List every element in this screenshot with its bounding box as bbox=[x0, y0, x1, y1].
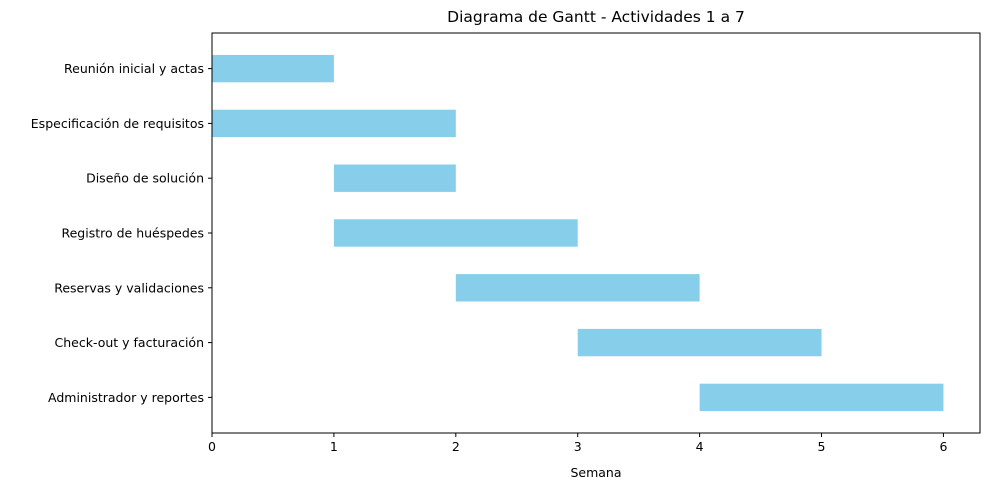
gantt-bar bbox=[699, 383, 944, 412]
gantt-bar bbox=[333, 219, 578, 247]
y-axis-ticks: Reunión inicial y actas Especificación de… bbox=[31, 61, 212, 405]
gantt-bar bbox=[577, 328, 822, 357]
x-tick-label: 3 bbox=[574, 439, 582, 454]
y-tick-label: Registro de huéspedes bbox=[61, 226, 204, 241]
gantt-bar bbox=[455, 274, 700, 302]
bars-group bbox=[212, 54, 944, 412]
y-tick-label: Reunión inicial y actas bbox=[64, 61, 204, 76]
y-tick-label: Diseño de solución bbox=[86, 171, 204, 186]
y-tick-label: Especificación de requisitos bbox=[31, 116, 204, 131]
y-tick-label: Reservas y validaciones bbox=[54, 280, 204, 295]
x-tick-label: 0 bbox=[208, 439, 216, 454]
chart-title: Diagrama de Gantt - Actividades 1 a 7 bbox=[447, 8, 745, 26]
x-tick-label: 1 bbox=[330, 439, 338, 454]
y-tick-label: Check-out y facturación bbox=[55, 335, 204, 350]
x-axis-ticks: 0 1 2 3 4 5 6 bbox=[208, 433, 947, 454]
x-tick-label: 2 bbox=[452, 439, 460, 454]
gantt-bar bbox=[212, 54, 334, 83]
x-tick-label: 6 bbox=[939, 439, 947, 454]
gantt-bar bbox=[212, 109, 456, 138]
x-tick-label: 4 bbox=[696, 439, 704, 454]
gantt-bar bbox=[333, 164, 456, 192]
x-axis-label: Semana bbox=[570, 465, 621, 480]
plot-area-frame bbox=[211, 32, 981, 434]
x-tick-label: 5 bbox=[818, 439, 826, 454]
y-tick-label: Administrador y reportes bbox=[48, 390, 204, 405]
